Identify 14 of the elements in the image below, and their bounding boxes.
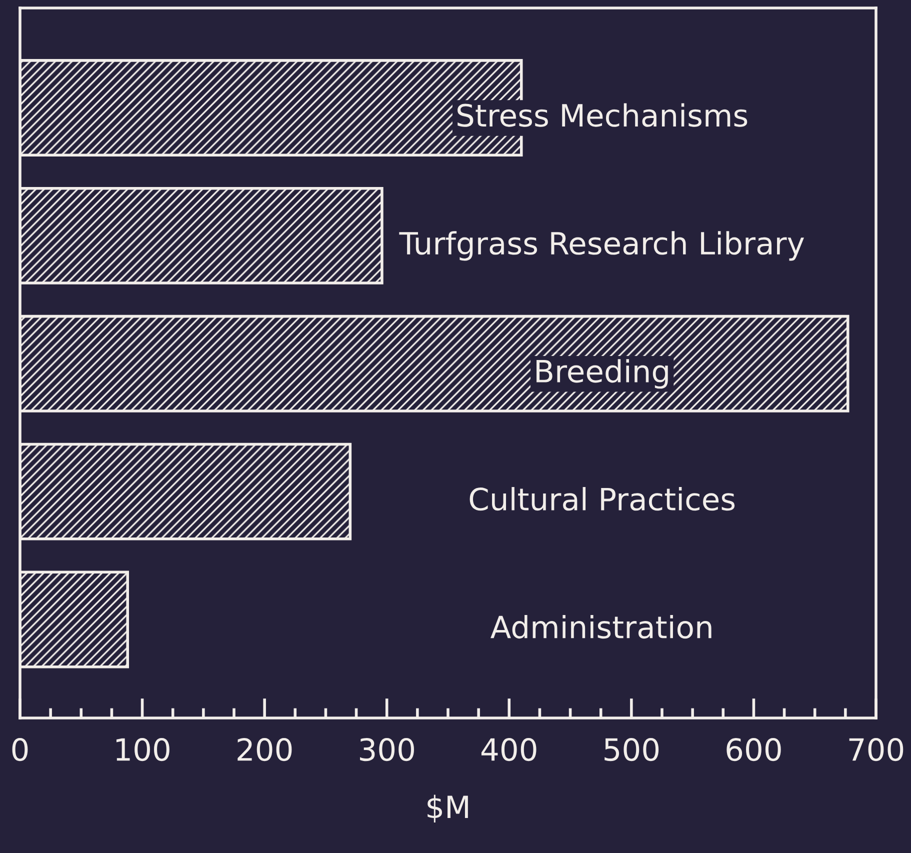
- x-tick-label: 700: [849, 738, 904, 762]
- x-tick-label: 600: [726, 738, 781, 762]
- x-axis-title: $M: [428, 794, 468, 823]
- x-tick-label: 400: [481, 738, 536, 762]
- x-tick-label: 100: [116, 738, 170, 762]
- x-tick-label: 300: [360, 738, 414, 762]
- x-tick-label: 500: [604, 738, 659, 762]
- x-tick-label: 0: [12, 738, 28, 762]
- x-tick-label: 200: [238, 738, 292, 762]
- y-tick-label: Cultural Practices: [470, 487, 735, 511]
- y-tick-label: Administration: [490, 614, 712, 639]
- y-tick-label: Stress Mechanisms: [458, 103, 748, 127]
- y-tick-label: Breeding: [536, 359, 668, 389]
- y-tick-label: Turfgrass Research Library: [399, 231, 804, 261]
